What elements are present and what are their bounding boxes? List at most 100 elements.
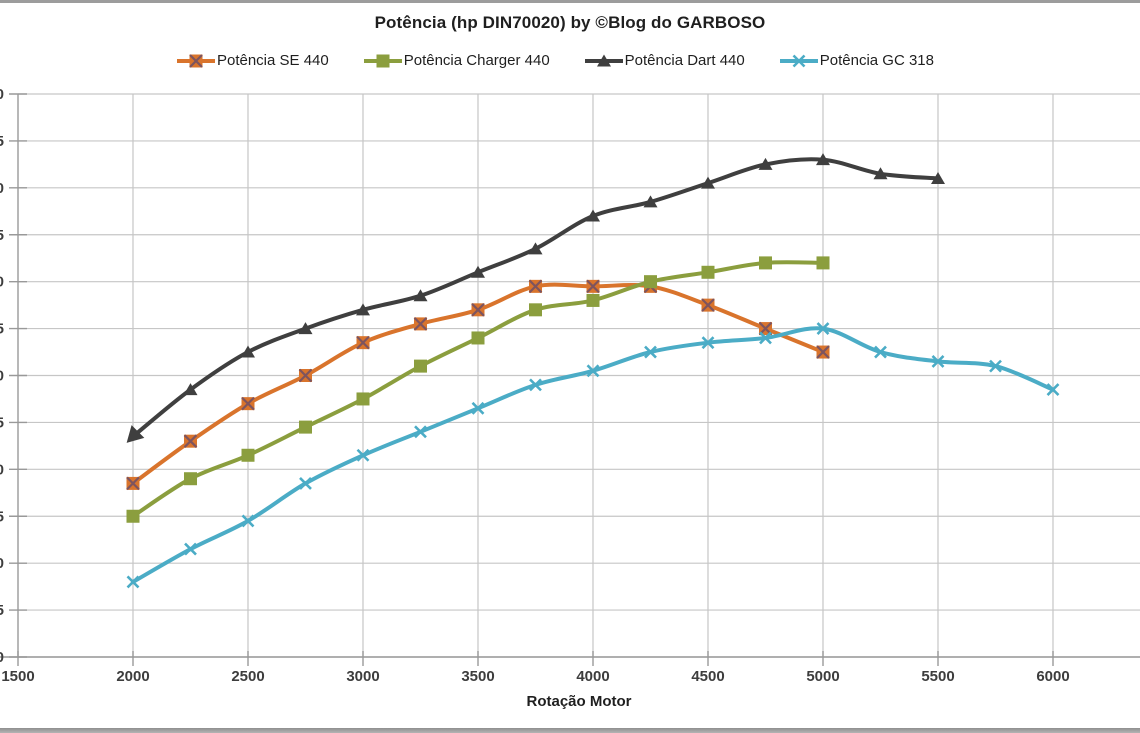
data-point-marker — [873, 167, 888, 180]
data-point-marker — [471, 303, 485, 317]
data-point-marker — [586, 279, 600, 294]
data-point-marker — [471, 331, 485, 345]
x-tick-label: 5000 — [806, 668, 839, 685]
data-point-marker — [126, 575, 140, 589]
y-tick-label: 120 — [0, 555, 4, 572]
x-tick-label: 6000 — [1036, 668, 1069, 685]
legend-item-pote-ncia-charger-440: Potência Charger 440 — [363, 52, 550, 69]
y-tick-label: 165 — [0, 133, 4, 150]
data-point-marker — [758, 157, 773, 170]
legend-label: Potência GC 318 — [819, 52, 934, 69]
data-point-marker — [816, 256, 830, 270]
data-point-marker — [643, 195, 658, 208]
x-tick-label: 2500 — [231, 668, 264, 685]
data-point-marker — [184, 472, 197, 486]
data-point-marker — [701, 298, 715, 312]
data-point-marker — [1046, 383, 1060, 396]
chart-legend: Potência SE 440 Potência Charger 440 Potên… — [0, 52, 1110, 69]
series-pote-ncia-charger-440 — [126, 256, 830, 523]
legend-item-pote-ncia-se-440: Potência SE 440 — [176, 52, 329, 69]
series-line — [131, 326, 1055, 584]
legend-label: Potência SE 440 — [216, 52, 329, 69]
data-point-marker — [931, 355, 945, 368]
x-tick-label: 5500 — [921, 668, 954, 685]
y-tick-label: 150 — [0, 274, 4, 291]
chart-title: Potência (hp DIN70020) by ©Blog do GARBO… — [374, 13, 766, 32]
data-point-marker — [701, 176, 715, 189]
data-point-marker — [299, 420, 312, 434]
data-point-marker — [528, 279, 543, 294]
y-tick-label: 110 — [0, 649, 4, 666]
data-point-marker — [183, 383, 198, 396]
data-point-marker — [241, 396, 255, 411]
x-tick-label: 1500 — [1, 668, 34, 685]
y-tick-label: 130 — [0, 461, 4, 478]
data-point-marker — [874, 345, 887, 359]
data-point-marker — [586, 364, 600, 378]
legend-marker-icon — [176, 53, 215, 68]
series-pote-ncia-se-440 — [126, 279, 830, 491]
data-point-marker — [356, 448, 370, 462]
data-point-marker — [989, 359, 1002, 373]
legend-label: Potência Charger 440 — [403, 52, 550, 69]
data-point-marker — [241, 514, 255, 528]
data-point-marker — [298, 368, 313, 383]
data-point-marker — [471, 265, 485, 278]
legend-item-pote-ncia-dart-440: Potência Dart 440 — [584, 52, 745, 69]
legend-item-pote-ncia-gc-318: Potência GC 318 — [779, 52, 934, 69]
data-point-marker — [126, 509, 140, 523]
data-point-marker — [356, 303, 370, 316]
series-pote-ncia-gc-318 — [126, 322, 1060, 589]
data-point-marker — [644, 345, 657, 359]
x-tick-label: 3500 — [461, 668, 494, 685]
y-tick-label: 135 — [0, 414, 4, 431]
legend-marker-icon — [363, 54, 402, 67]
y-tick-label: 160 — [0, 180, 4, 197]
data-point-marker — [241, 345, 255, 358]
data-point-marker — [126, 476, 140, 491]
series-line — [131, 157, 940, 439]
data-point-marker — [816, 345, 830, 359]
data-point-marker — [241, 448, 255, 462]
series-pote-ncia-dart-440 — [126, 153, 945, 443]
data-point-marker — [184, 542, 197, 556]
data-point-marker — [644, 275, 657, 289]
data-point-marker — [816, 153, 830, 166]
x-tick-label: 4000 — [576, 668, 609, 685]
data-point-marker — [816, 322, 830, 336]
data-point-marker — [356, 335, 370, 350]
x-tick-label: 2000 — [116, 668, 149, 685]
data-point-marker — [701, 265, 715, 279]
data-point-marker — [414, 425, 427, 439]
x-tick-label: 3000 — [346, 668, 379, 685]
legend-marker-icon — [779, 54, 818, 67]
data-point-marker — [299, 476, 312, 490]
data-point-marker — [298, 322, 313, 335]
data-point-marker — [471, 401, 485, 415]
data-point-marker — [183, 434, 198, 448]
data-point-marker — [126, 425, 145, 443]
data-point-marker — [413, 317, 428, 331]
data-point-marker — [759, 331, 772, 345]
data-point-marker — [414, 359, 427, 373]
data-point-marker — [931, 171, 945, 184]
y-tick-label: 170 — [0, 86, 4, 103]
x-tick-label: 4500 — [691, 668, 724, 685]
data-point-marker — [586, 209, 600, 222]
data-point-marker — [356, 392, 370, 406]
data-point-marker — [413, 289, 428, 302]
legend-marker-icon — [584, 54, 623, 66]
data-point-marker — [701, 336, 715, 350]
y-tick-label: 125 — [0, 508, 4, 525]
data-point-marker — [759, 256, 772, 270]
window-bottom-edge — [0, 728, 1140, 733]
data-point-marker — [529, 378, 542, 392]
y-tick-label: 145 — [0, 321, 4, 338]
legend-label: Potência Dart 440 — [624, 52, 745, 69]
data-point-marker — [586, 293, 600, 307]
y-tick-label: 155 — [0, 227, 4, 244]
data-point-marker — [529, 303, 542, 317]
y-tick-label: 140 — [0, 368, 4, 385]
